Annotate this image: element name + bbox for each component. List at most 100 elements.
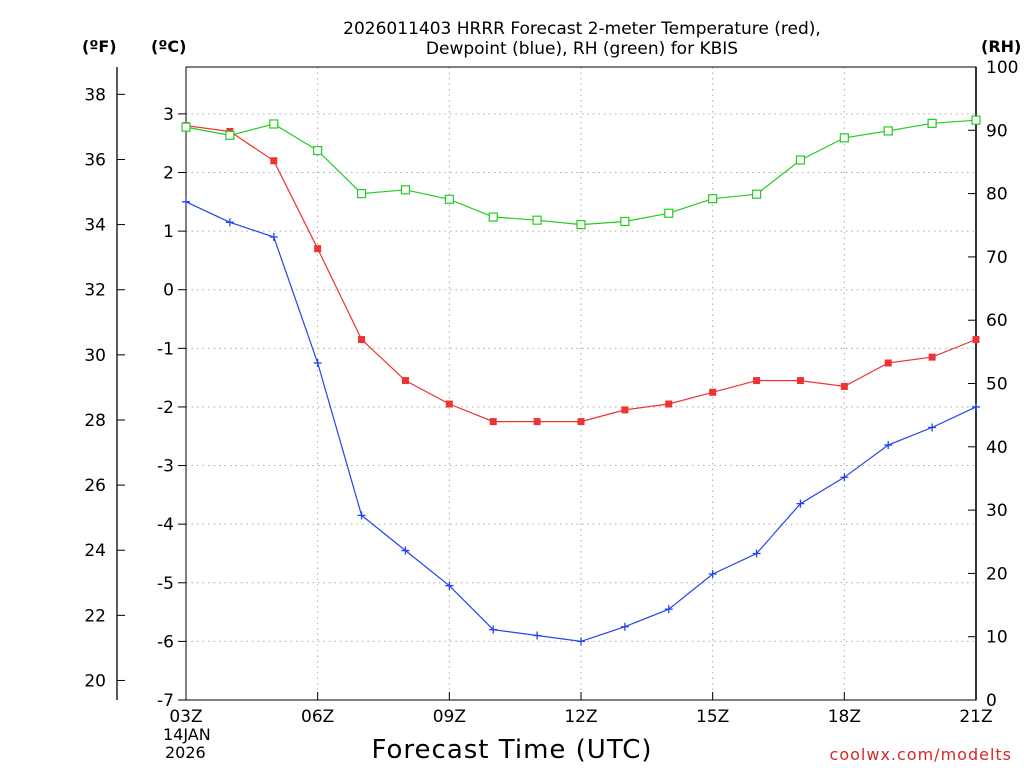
fahrenheit-tick-label: 28 bbox=[84, 411, 106, 431]
dewpoint-marker bbox=[840, 473, 849, 482]
temperature-marker bbox=[358, 336, 366, 344]
source-credit: coolwx.com/modelts bbox=[830, 745, 1012, 764]
dewpoint-marker bbox=[972, 402, 980, 411]
rh-marker bbox=[751, 189, 762, 199]
temperature-marker bbox=[840, 382, 848, 390]
fahrenheit-tick-label: 26 bbox=[84, 476, 106, 496]
rh-marker bbox=[181, 122, 191, 132]
x-tick-label: 06Z bbox=[301, 707, 334, 727]
fahrenheit-tick-label: 22 bbox=[84, 606, 106, 626]
fahrenheit-tick-label: 24 bbox=[84, 541, 106, 561]
dewpoint-marker bbox=[708, 569, 717, 578]
temperature-marker bbox=[445, 400, 453, 408]
x-tick-label: 18Z bbox=[828, 707, 861, 727]
temperature-marker bbox=[796, 377, 804, 385]
celsius-tick-label: 3 bbox=[163, 105, 174, 125]
fahrenheit-unit-label: (ºF) bbox=[82, 37, 117, 56]
dewpoint-marker bbox=[313, 358, 322, 367]
celsius-tick-label: -2 bbox=[157, 398, 174, 418]
temperature-series bbox=[182, 122, 980, 426]
rh-marker bbox=[356, 189, 367, 199]
dewpoint-marker bbox=[664, 605, 673, 614]
x-tick-label: 03Z bbox=[169, 707, 202, 727]
dewpoint-marker bbox=[884, 441, 893, 450]
celsius-tick-label: -5 bbox=[157, 574, 174, 594]
fahrenheit-tick-label: 32 bbox=[84, 281, 106, 301]
rh-tick-label: 0 bbox=[986, 691, 997, 711]
rh-tick-label: 60 bbox=[986, 311, 1008, 331]
fahrenheit-tick-label: 38 bbox=[84, 85, 106, 105]
temperature-marker bbox=[884, 359, 892, 367]
date-label-day: 14JAN bbox=[163, 725, 211, 744]
temperature-marker bbox=[928, 353, 936, 361]
celsius-unit-label: (ºC) bbox=[151, 37, 186, 56]
rh-series bbox=[181, 115, 981, 230]
dewpoint-marker bbox=[401, 546, 410, 555]
rh-marker bbox=[225, 130, 235, 140]
rh-marker bbox=[927, 118, 937, 128]
celsius-tick-label: -1 bbox=[157, 339, 174, 359]
x-tick-label: 21Z bbox=[959, 707, 992, 727]
fahrenheit-tick-label: 20 bbox=[84, 671, 106, 691]
celsius-tick-label: 1 bbox=[163, 222, 174, 242]
x-tick-label: 15Z bbox=[696, 707, 729, 727]
chart-subtitle: Dewpoint (blue), RH (green) for KBIS bbox=[426, 39, 738, 59]
dewpoint-marker bbox=[489, 625, 498, 634]
dewpoint-marker bbox=[533, 631, 542, 640]
rh-marker bbox=[839, 133, 849, 143]
rh-marker bbox=[795, 155, 806, 165]
temperature-marker bbox=[577, 418, 585, 426]
dewpoint-marker bbox=[269, 232, 278, 241]
date-label-year: 2026 bbox=[165, 743, 206, 762]
dewpoint-marker bbox=[752, 549, 761, 558]
dewpoint-series bbox=[182, 197, 980, 646]
celsius-tick-label: -7 bbox=[157, 691, 174, 711]
rh-tick-label: 30 bbox=[986, 501, 1008, 521]
temperature-marker bbox=[270, 157, 278, 165]
rh-tick-label: 80 bbox=[986, 185, 1008, 205]
rh-tick-label: 40 bbox=[986, 438, 1008, 458]
rh-marker bbox=[444, 194, 454, 204]
x-axis-title: Forecast Time (UTC) bbox=[371, 735, 652, 765]
fahrenheit-tick-label: 34 bbox=[84, 216, 106, 236]
dewpoint-marker bbox=[445, 581, 454, 590]
rh-marker bbox=[269, 119, 279, 129]
temperature-marker bbox=[753, 377, 761, 385]
dewpoint-marker bbox=[796, 499, 805, 508]
fahrenheit-tick-label: 36 bbox=[84, 150, 106, 170]
rh-tick-label: 70 bbox=[986, 248, 1008, 268]
rh-marker bbox=[883, 126, 893, 136]
axis-ticks: -7 -6 -5 -4 -3 -2 -1 0 1 2 3 20 22 24 26 28 30 32 34 36 38 0 1… bbox=[84, 58, 1018, 727]
temperature-marker bbox=[533, 418, 541, 426]
temperature-marker bbox=[401, 377, 409, 385]
rh-tick-label: 50 bbox=[986, 375, 1008, 395]
chart-title: 2026011403 HRRR Forecast 2-meter Tempera… bbox=[343, 19, 821, 39]
rh-marker bbox=[400, 185, 411, 195]
celsius-tick-label: -4 bbox=[157, 515, 174, 535]
rh-marker bbox=[532, 215, 542, 225]
rh-marker bbox=[620, 216, 630, 227]
rh-marker bbox=[664, 208, 674, 218]
rh-marker bbox=[576, 220, 586, 230]
temperature-marker bbox=[709, 388, 717, 396]
dewpoint-marker bbox=[182, 197, 190, 206]
rh-tick-label: 90 bbox=[986, 121, 1008, 141]
rh-marker bbox=[708, 194, 718, 204]
x-tick-label: 12Z bbox=[564, 707, 597, 727]
temperature-marker bbox=[489, 418, 497, 426]
dewpoint-marker bbox=[577, 637, 585, 646]
temperature-line bbox=[185, 125, 977, 423]
celsius-tick-label: 2 bbox=[163, 164, 174, 184]
dewpoint-marker bbox=[357, 511, 366, 520]
temperature-marker bbox=[972, 336, 980, 344]
rh-tick-label: 10 bbox=[986, 628, 1008, 648]
rh-unit-label: (RH) bbox=[981, 37, 1021, 56]
temperature-marker bbox=[621, 406, 629, 414]
rh-tick-label: 20 bbox=[986, 564, 1008, 584]
rh-marker bbox=[313, 145, 323, 156]
rh-marker bbox=[971, 115, 981, 125]
dewpoint-marker bbox=[225, 218, 234, 227]
temperature-marker bbox=[314, 245, 322, 253]
data-series bbox=[181, 115, 981, 646]
